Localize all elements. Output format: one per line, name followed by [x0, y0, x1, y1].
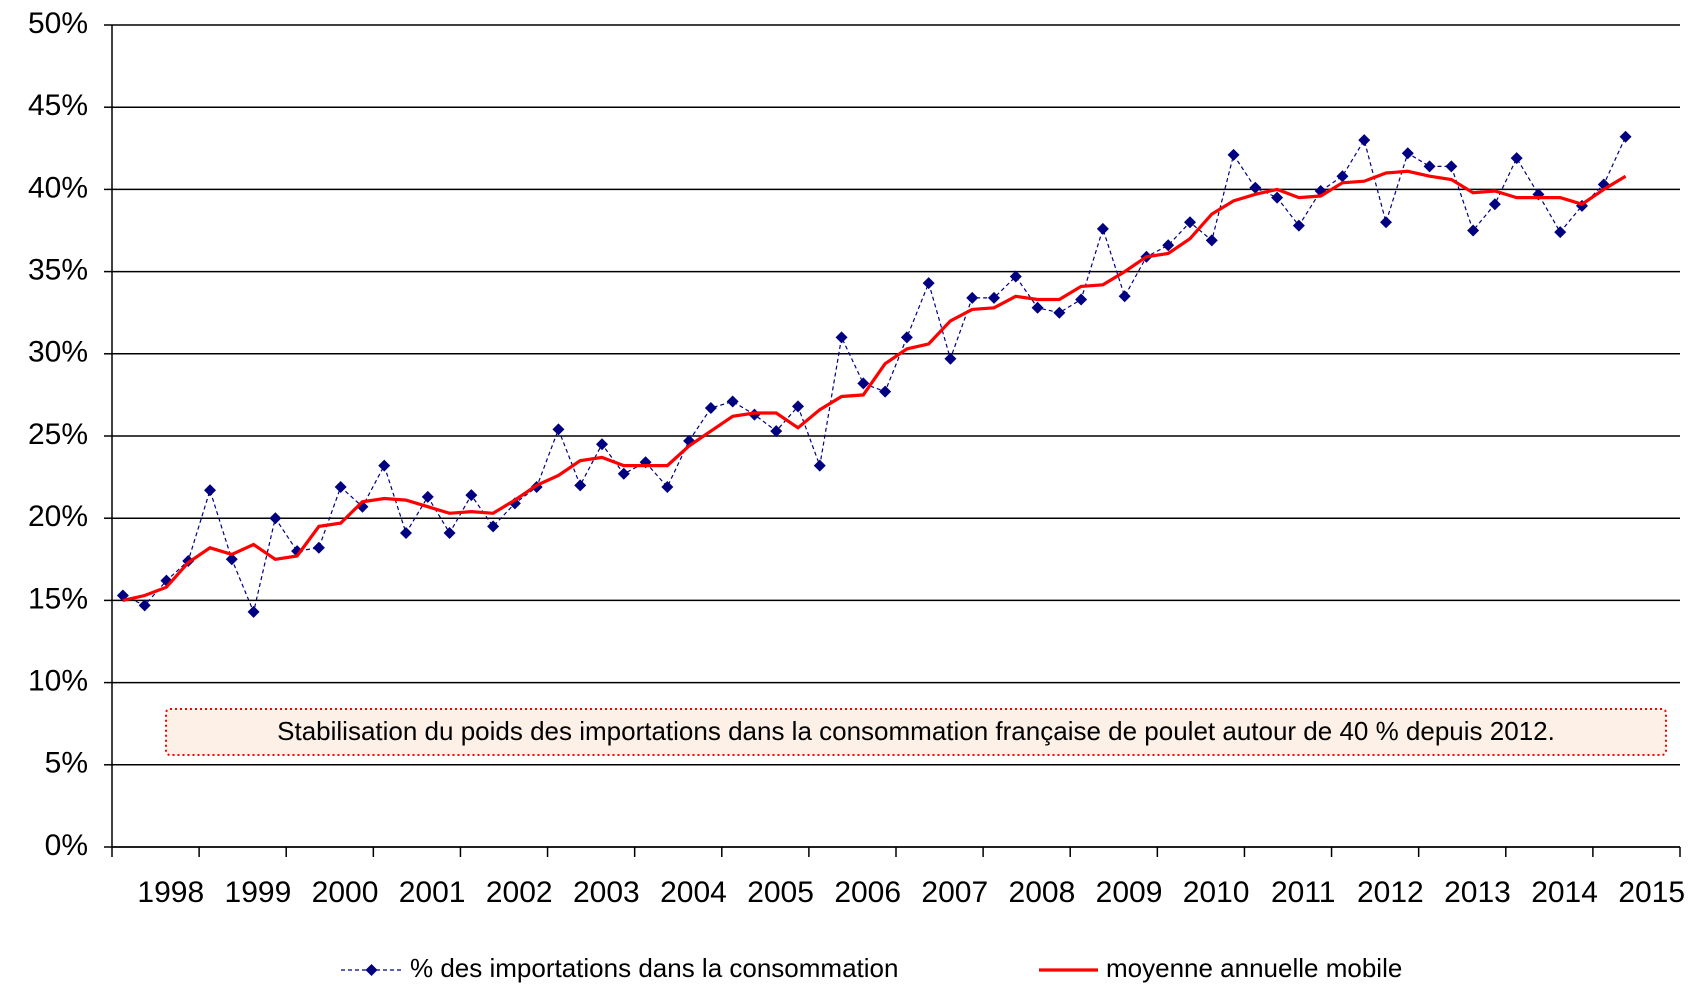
y-tick-label: 45% [28, 89, 88, 122]
data-point [1401, 147, 1414, 160]
data-point [1205, 234, 1218, 247]
y-tick-label: 10% [28, 665, 88, 698]
data-point [334, 480, 347, 493]
data-point [1380, 216, 1392, 229]
x-tick-label: 1999 [225, 876, 292, 909]
data-point [596, 438, 608, 451]
data-point [1053, 306, 1066, 319]
y-tick-label: 35% [28, 254, 88, 287]
data-point [966, 291, 979, 304]
x-tick-label: 2004 [660, 876, 727, 909]
data-point [1249, 181, 1262, 194]
data-point [1184, 216, 1196, 229]
y-tick-label: 20% [28, 500, 88, 533]
data-point [1423, 160, 1436, 173]
data-point [857, 377, 870, 390]
x-tick-label: 2007 [921, 876, 988, 909]
data-point [792, 400, 804, 413]
data-point [1292, 219, 1305, 232]
data-point [487, 520, 500, 533]
x-tick-label: 2005 [747, 876, 814, 909]
data-point [922, 277, 935, 290]
data-point [443, 526, 456, 539]
data-point [1467, 224, 1480, 237]
y-tick-label: 50% [28, 7, 88, 40]
data-point [1271, 191, 1284, 204]
data-point [1118, 290, 1131, 303]
x-tick-label: 2006 [834, 876, 901, 909]
y-tick-label: 30% [28, 336, 88, 369]
data-point [574, 479, 587, 492]
y-tick-label: 40% [28, 171, 88, 204]
x-tick-label: 2009 [1096, 876, 1163, 909]
x-tick-label: 2011 [1271, 876, 1336, 909]
x-tick-label: 2012 [1357, 876, 1424, 909]
data-point [552, 423, 565, 436]
legend-label: % des importations dans la consommation [410, 953, 898, 983]
data-point [988, 291, 1000, 304]
x-tick-label: 2002 [486, 876, 553, 909]
data-point [378, 459, 391, 472]
y-tick-label: 15% [28, 582, 88, 615]
data-point [1445, 160, 1458, 173]
data-point [1554, 226, 1567, 239]
data-point [726, 395, 739, 408]
data-point [138, 599, 151, 612]
data-point [1358, 134, 1371, 147]
data-point [247, 605, 260, 618]
data-point [1619, 130, 1632, 143]
data-point [204, 484, 216, 497]
data-point [1009, 270, 1022, 283]
series-line [122, 136, 1627, 614]
y-tick-label: 5% [45, 747, 88, 780]
y-tick-label: 0% [45, 829, 88, 862]
x-tick-label: 2015 [1618, 876, 1685, 909]
data-point [508, 497, 521, 510]
data-point [421, 490, 434, 503]
legend-label: moyenne annuelle mobile [1106, 953, 1402, 983]
data-point [1488, 198, 1501, 211]
data-point [1510, 152, 1523, 165]
data-point [269, 512, 282, 525]
data-point [225, 553, 238, 566]
data-point [1075, 293, 1088, 306]
x-tick-label: 2001 [399, 876, 466, 909]
x-tick-label: 2008 [1009, 876, 1076, 909]
data-point [617, 467, 630, 480]
data-point [835, 331, 848, 344]
data-point [465, 489, 478, 502]
data-point [770, 425, 783, 438]
data-point [1227, 148, 1240, 161]
data-point [813, 459, 826, 472]
data-point [900, 331, 913, 344]
legend-marker [365, 964, 378, 976]
x-tick-label: 2013 [1444, 876, 1511, 909]
x-tick-label: 1998 [137, 876, 204, 909]
x-tick-label: 2010 [1183, 876, 1250, 909]
data-point [704, 402, 717, 415]
data-point [1031, 301, 1044, 314]
data-point [1162, 239, 1175, 252]
series-line [122, 169, 1627, 602]
annotation-box [165, 708, 1667, 756]
data-point [944, 352, 957, 365]
data-point [400, 526, 412, 539]
x-tick-label: 2003 [573, 876, 640, 909]
x-tick-label: 2000 [312, 876, 379, 909]
annotation: Stabilisation du poids des importations … [277, 716, 1555, 746]
x-tick-label: 2014 [1531, 876, 1598, 909]
data-point [1336, 170, 1349, 183]
y-tick-label: 25% [28, 418, 88, 451]
data-point [1096, 222, 1109, 235]
data-point [879, 385, 892, 398]
data-point [312, 541, 325, 554]
data-point [661, 480, 674, 493]
